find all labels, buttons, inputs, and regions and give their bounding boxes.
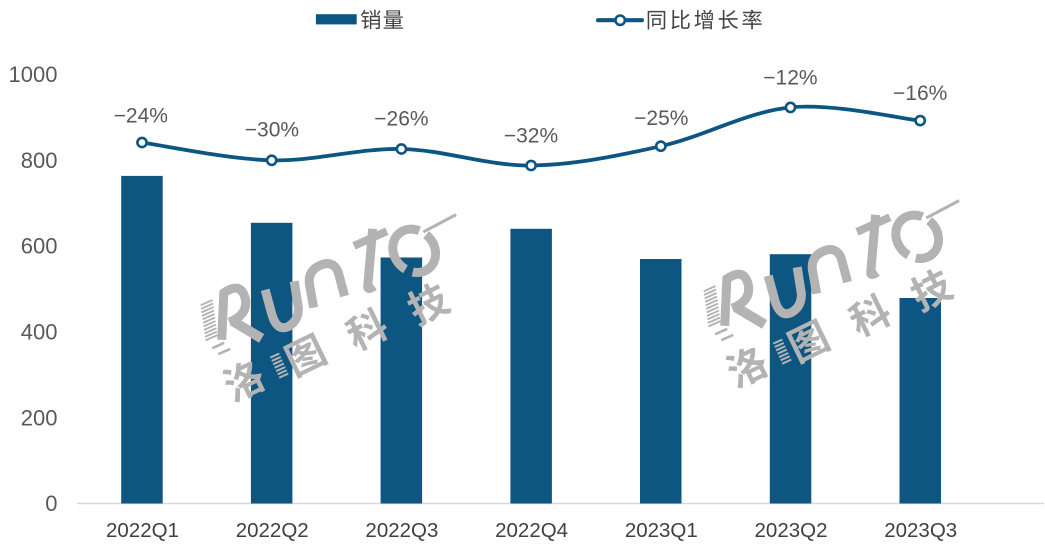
svg-text:600: 600 [21, 234, 58, 259]
svg-text:400: 400 [21, 320, 58, 345]
svg-text:0: 0 [45, 491, 57, 516]
svg-text:2022Q1: 2022Q1 [106, 519, 179, 542]
svg-text:−12%: −12% [763, 66, 817, 89]
svg-text:−24%: −24% [114, 105, 168, 128]
svg-text:2023Q3: 2023Q3 [884, 519, 957, 542]
svg-text:−30%: −30% [245, 119, 299, 142]
svg-text:−25%: −25% [634, 107, 688, 130]
svg-text:−26%: −26% [374, 108, 428, 131]
svg-text:2022Q4: 2022Q4 [495, 519, 568, 542]
svg-text:200: 200 [21, 405, 58, 430]
svg-text:800: 800 [21, 148, 58, 173]
svg-text:2023Q2: 2023Q2 [755, 519, 828, 542]
svg-text:2022Q2: 2022Q2 [236, 519, 309, 542]
svg-text:2022Q3: 2022Q3 [365, 519, 438, 542]
svg-text:−16%: −16% [893, 82, 947, 105]
svg-text:1000: 1000 [9, 62, 58, 87]
svg-text:2023Q1: 2023Q1 [625, 519, 698, 542]
svg-text:−32%: −32% [504, 125, 558, 148]
